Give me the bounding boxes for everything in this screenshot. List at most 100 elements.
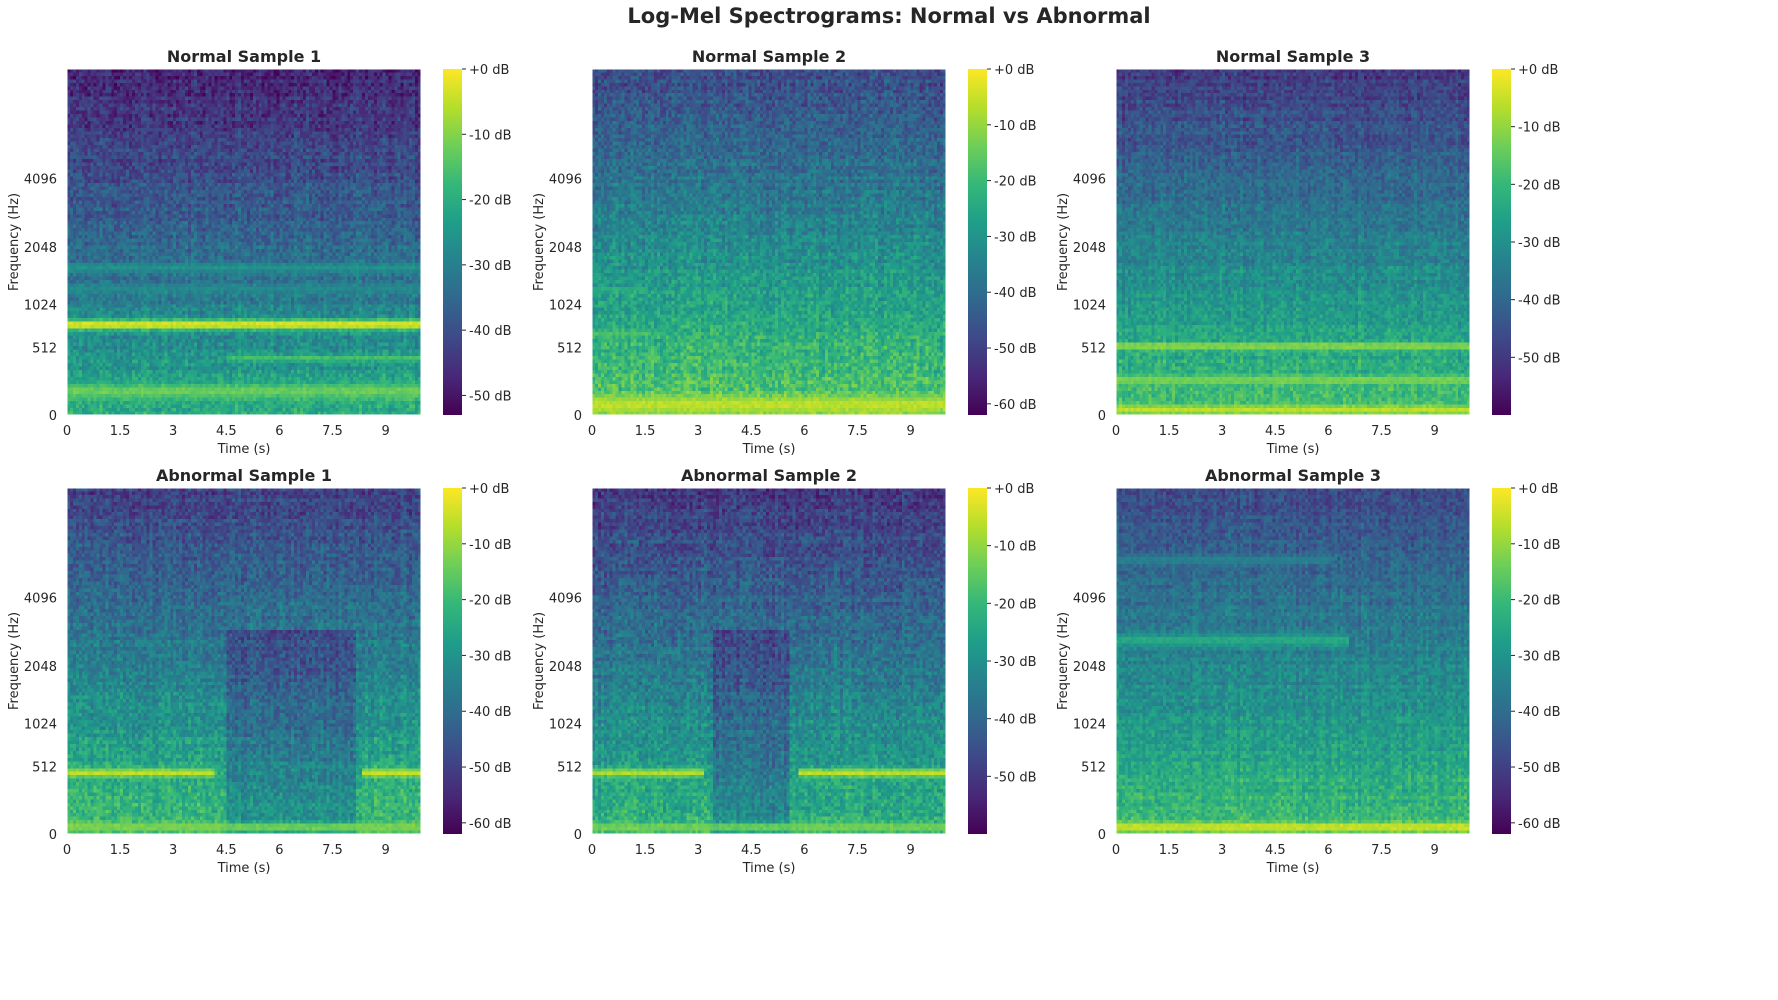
x-tick-label: 0 [1112,843,1120,858]
colorbar-tick-label: -40 dB [1518,705,1561,720]
y-tick-label: 4096 [549,173,582,188]
colorbar [1492,69,1511,415]
x-tick-label: 6 [800,424,808,439]
x-tick-label: 1.5 [635,843,656,858]
x-tick-label: 7.5 [847,843,868,858]
y-axis-label: Frequency (Hz) [7,612,22,710]
y-tick-label: 0 [574,828,582,843]
x-tick-label: 6 [1324,843,1332,858]
colorbar-tick-label: -50 dB [1518,351,1561,366]
y-tick-label: 4096 [1073,173,1106,188]
colorbar [443,488,462,834]
colorbar-tick-label: +0 dB [994,482,1034,497]
colorbar-tick-label: -60 dB [469,817,512,832]
y-tick-label: 2048 [1073,660,1106,675]
x-tick-label: 0 [1112,424,1120,439]
colorbar-tick-label: -20 dB [994,175,1037,190]
colorbar-tick-label: -10 dB [1518,538,1561,553]
x-axis-label: Time (s) [742,442,796,457]
x-tick-label: 7.5 [1371,843,1392,858]
colorbar-tick-label: -60 dB [994,398,1037,413]
colorbar-tick-label: -20 dB [1518,178,1561,193]
x-tick-label: 7.5 [322,843,343,858]
y-tick-label: 512 [1081,761,1106,776]
spectrogram-panel: Normal Sample 2 0 1.5 3 4.5 6 7.5 9 Time (s) 0 512… [532,47,1037,457]
plot-frame [66,487,422,835]
y-tick-label: 512 [32,761,57,776]
x-tick-label: 4.5 [1265,424,1286,439]
spectrogram-image [1116,488,1470,834]
panel-title: Normal Sample 3 [1216,47,1370,66]
y-tick-label: 0 [49,828,57,843]
y-tick-label: 2048 [549,241,582,256]
colorbar-tick-label: -30 dB [1518,236,1561,251]
x-tick-label: 6 [275,843,283,858]
y-tick-label: 4096 [24,592,57,607]
x-tick-label: 0 [63,424,71,439]
x-tick-label: 3 [694,843,702,858]
x-tick-label: 3 [1218,843,1226,858]
y-axis-label: Frequency (Hz) [532,193,547,291]
colorbar-tick-label: -60 dB [1518,817,1561,832]
spectrogram-image [592,69,946,415]
colorbar-tick-label: -10 dB [469,538,512,553]
y-tick-label: 2048 [24,660,57,675]
colorbar-tick-label: -20 dB [469,194,512,209]
x-tick-label: 7.5 [322,424,343,439]
x-tick-label: 6 [275,424,283,439]
figure-title: Log-Mel Spectrograms: Normal vs Abnormal [627,4,1151,28]
colorbar-tick-label: -30 dB [994,230,1037,245]
x-tick-label: 4.5 [741,424,762,439]
colorbar-tick-label: -50 dB [994,342,1037,357]
colorbar-tick-label: -30 dB [469,259,512,274]
colorbar-tick-label: +0 dB [1518,63,1558,78]
colorbar-tick-label: -40 dB [469,705,512,720]
colorbar-tick-label: -10 dB [994,119,1037,134]
colorbar [443,69,462,415]
colorbar [1492,488,1511,834]
y-tick-label: 512 [32,342,57,357]
x-tick-label: 9 [906,424,914,439]
panel-title: Normal Sample 1 [167,47,321,66]
x-tick-label: 6 [800,843,808,858]
y-tick-label: 2048 [1073,241,1106,256]
panel-title: Abnormal Sample 2 [681,466,857,485]
spectrogram-panel: Abnormal Sample 3 0 1.5 3 4.5 6 7.5 9 Time (s) 0 5… [1056,466,1561,876]
spectrogram-image [1116,69,1470,415]
colorbar-tick-label: -40 dB [994,286,1037,301]
y-tick-label: 0 [574,409,582,424]
plot-frame [1115,68,1471,416]
x-tick-label: 4.5 [216,843,237,858]
colorbar-tick-label: -30 dB [1518,649,1561,664]
x-tick-label: 3 [694,424,702,439]
colorbar-tick-label: -50 dB [469,389,512,404]
x-tick-label: 3 [1218,424,1226,439]
colorbar-tick-label: -20 dB [469,594,512,609]
y-tick-label: 1024 [1073,298,1106,313]
x-tick-label: 4.5 [741,843,762,858]
x-tick-label: 9 [381,424,389,439]
x-tick-label: 9 [381,843,389,858]
y-tick-label: 1024 [549,717,582,732]
y-tick-label: 1024 [549,298,582,313]
y-tick-label: 2048 [24,241,57,256]
y-tick-label: 512 [557,342,582,357]
colorbar-tick-label: -50 dB [469,761,512,776]
x-tick-label: 4.5 [216,424,237,439]
y-tick-label: 0 [49,409,57,424]
colorbar-tick-label: -10 dB [994,540,1037,555]
x-tick-label: 1.5 [110,424,131,439]
x-tick-label: 0 [588,424,596,439]
spectrogram-panel: Abnormal Sample 1 0 1.5 3 4.5 6 7.5 9 Time (s) 0 5… [7,466,512,876]
x-tick-label: 7.5 [1371,424,1392,439]
y-tick-label: 0 [1098,409,1106,424]
colorbar-tick-label: -40 dB [469,324,512,339]
y-tick-label: 4096 [24,173,57,188]
colorbar-tick-label: -40 dB [994,713,1037,728]
x-tick-label: 9 [1430,843,1438,858]
x-axis-label: Time (s) [217,442,271,457]
plot-frame [591,487,947,835]
y-tick-label: 512 [557,761,582,776]
y-tick-label: 1024 [1073,717,1106,732]
y-tick-label: 512 [1081,342,1106,357]
